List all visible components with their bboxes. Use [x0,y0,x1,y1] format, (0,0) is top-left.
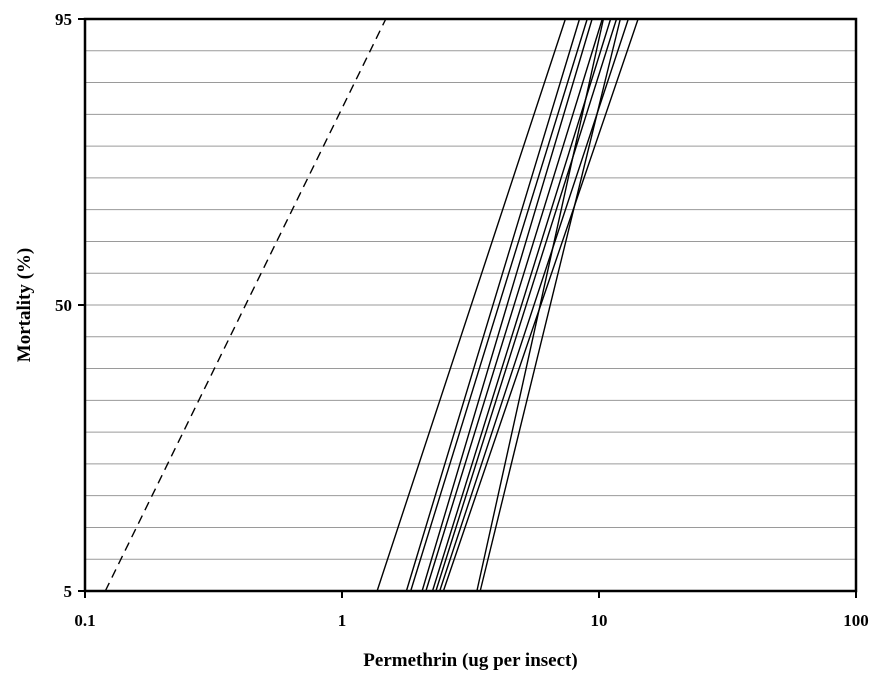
series-line-11 [476,18,605,592]
y-tick-label: 5 [64,582,73,601]
x-tick-label: 10 [591,611,608,630]
series-line-6 [425,18,603,592]
series-lines [104,18,639,592]
series-line-4 [410,18,588,592]
y-tick-label: 50 [55,296,72,315]
x-tick-label: 100 [843,611,869,630]
x-tick-label: 1 [338,611,347,630]
series-line-1 [104,18,387,592]
y-axis-title: Mortality (%) [14,248,35,362]
series-line-5 [421,18,593,592]
x-axis-title: Permethrin (ug per insect) [363,650,577,671]
y-tick-label: 95 [55,10,72,29]
series-line-7 [431,18,612,592]
grid-lines [85,50,856,560]
series-line-3 [405,18,581,592]
series-line-12 [479,18,621,592]
axis-ticks: 0.1 1 10 100 5 50 95 [55,10,869,630]
x-tick-label: 0.1 [74,611,95,630]
series-line-2 [376,18,567,592]
series-line-8 [435,18,618,592]
